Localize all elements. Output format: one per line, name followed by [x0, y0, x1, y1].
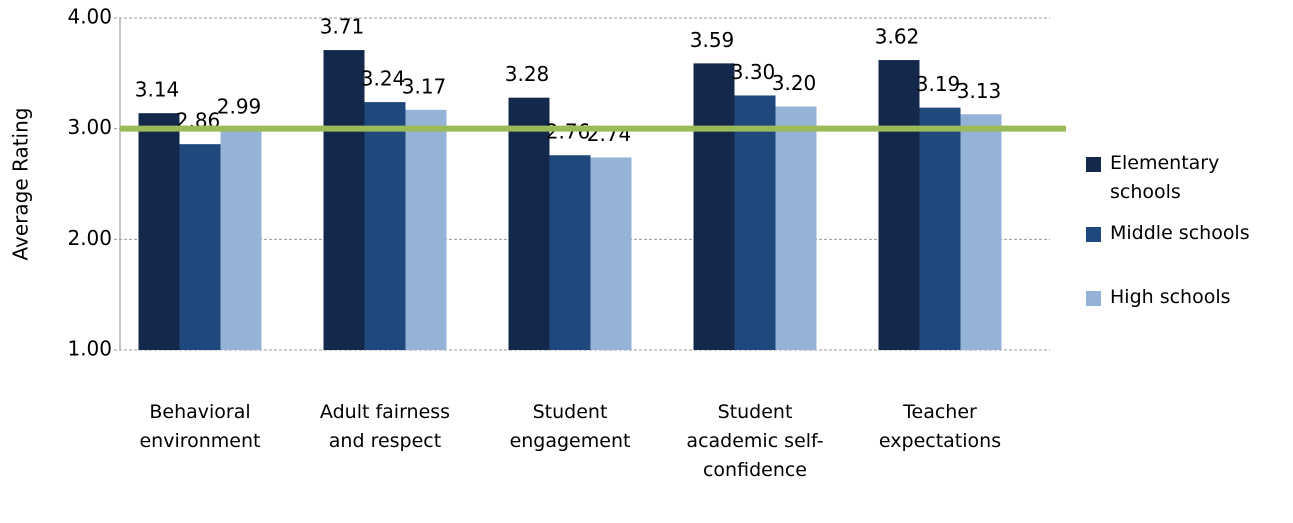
y-axis-title: Average Rating [9, 108, 33, 261]
y-tick-label: 3.00 [67, 115, 112, 139]
legend-label: High schools [1110, 286, 1231, 308]
bar [734, 95, 776, 350]
bar [323, 50, 365, 351]
value-label: 3.28 [505, 62, 550, 86]
bar [693, 63, 735, 351]
x-tick-label: Adult fairness and respect [319, 401, 451, 452]
legend-swatch [1086, 157, 1101, 172]
value-label: 3.13 [957, 79, 1002, 103]
bar [590, 157, 632, 350]
value-label: 3.19 [916, 72, 961, 96]
value-label: 3.17 [402, 74, 447, 98]
value-label: 2.74 [587, 122, 632, 146]
value-label: 3.59 [690, 28, 735, 52]
y-tick-label: 1.00 [67, 337, 112, 361]
legend-label: Elementary schools [1110, 152, 1220, 203]
x-tick-label: Teacher expectations [878, 401, 1002, 452]
legend-swatch [1086, 227, 1101, 242]
bar [405, 109, 447, 350]
value-label: 3.20 [772, 71, 817, 95]
bar [508, 97, 550, 351]
value-label: 3.71 [320, 15, 365, 39]
bar [220, 129, 262, 350]
legend-swatch [1086, 291, 1101, 306]
x-tick-label: Student engagement [509, 401, 631, 452]
bar [364, 102, 406, 351]
y-tick-label: 2.00 [67, 226, 112, 250]
x-tick-label: Behavioral environment [139, 401, 261, 452]
value-label: 3.14 [135, 78, 180, 102]
y-tick-label: 4.00 [67, 5, 112, 29]
value-label: 2.99 [217, 94, 262, 118]
bar [179, 144, 221, 350]
value-label: 3.62 [875, 25, 920, 49]
bar [960, 114, 1002, 350]
legend-label: Middle schools [1110, 222, 1250, 244]
bar [919, 107, 961, 350]
value-label: 3.24 [361, 67, 406, 91]
value-label: 2.76 [546, 120, 591, 144]
bar [775, 106, 817, 351]
bar [878, 60, 920, 350]
bar [138, 113, 180, 350]
bar [549, 155, 591, 350]
x-tick-label: Student academic self-confidence [686, 401, 824, 481]
value-label: 3.30 [731, 60, 776, 84]
